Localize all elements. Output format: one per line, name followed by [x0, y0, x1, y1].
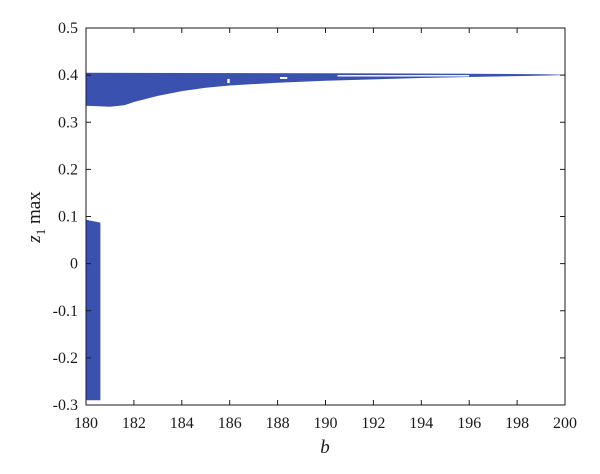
y-tick-label: 0.1 [58, 209, 78, 226]
upper-attractor-band [86, 72, 565, 107]
y-axis-title: z1 max [24, 191, 48, 244]
y-tick-label: 0 [70, 256, 78, 273]
y-axis-title-subscript: 1 [33, 229, 48, 236]
y-axis-title-suffix: max [24, 191, 45, 229]
x-tick-label: 196 [457, 415, 481, 432]
y-axis-title-variable: z [24, 235, 45, 244]
x-tick-label: 186 [218, 415, 242, 432]
x-tick-label: 200 [553, 415, 577, 432]
x-tick-label: 180 [74, 415, 98, 432]
x-tick-label: 194 [409, 415, 433, 432]
x-axis-title: b [320, 437, 330, 458]
periodic-window-gap [337, 75, 470, 77]
y-tick-label: 0.5 [58, 20, 78, 37]
y-tick-label: -0.2 [53, 350, 78, 367]
x-tick-label: 190 [314, 415, 338, 432]
periodic-window-gap [227, 78, 230, 84]
x-axis: 180 182 184 186 188 190 192 194 196 198 200 [74, 28, 577, 432]
x-tick-label: 198 [505, 415, 529, 432]
x-tick-label: 188 [266, 415, 290, 432]
lower-attractor-band [86, 219, 101, 401]
y-axis: 0.5 0.4 0.3 0.2 0.1 0 -0.1 -0.2 -0.3 [53, 20, 565, 414]
y-tick-label: 0.4 [58, 67, 78, 84]
y-tick-label: -0.3 [53, 397, 78, 414]
x-tick-label: 182 [122, 415, 146, 432]
x-tick-label: 192 [361, 415, 385, 432]
periodic-window-gap [280, 77, 288, 79]
y-tick-label: 0.2 [58, 161, 78, 178]
x-tick-label: 184 [170, 415, 194, 432]
plot-area [86, 72, 565, 401]
y-tick-label: -0.1 [53, 303, 78, 320]
y-tick-label: 0.3 [58, 114, 78, 131]
